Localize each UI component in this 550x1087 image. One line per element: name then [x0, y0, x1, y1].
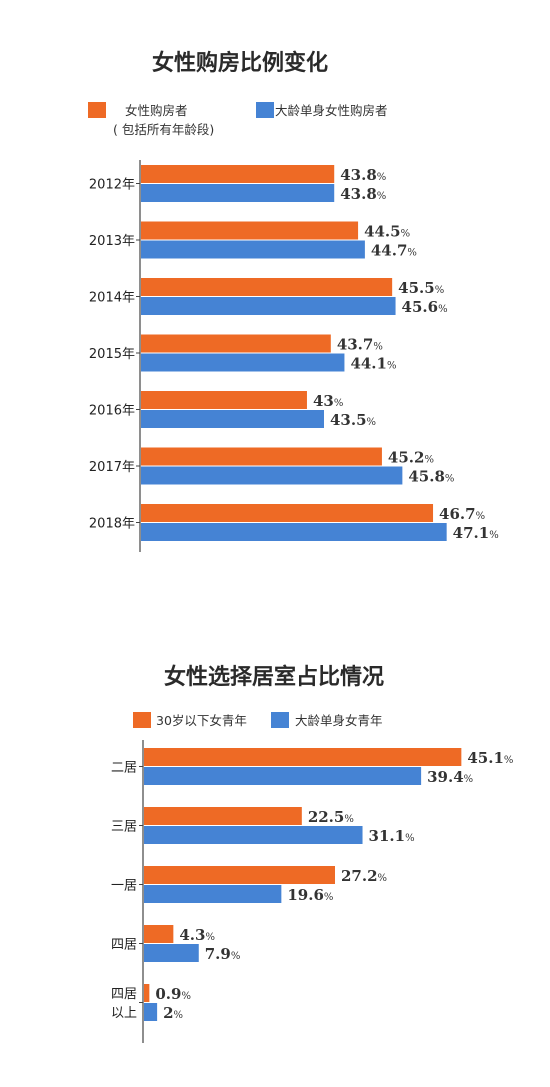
legend-label: ( 包括所有年龄段): [113, 122, 214, 137]
bar: [141, 391, 307, 409]
legend-label: 女性购房者: [125, 103, 188, 118]
data-label: 43.7%: [337, 336, 383, 354]
bar: [144, 826, 363, 844]
category-label: 2015年: [89, 347, 135, 362]
bar: [141, 184, 335, 202]
bar: [144, 748, 462, 766]
data-label: 43.8%: [340, 166, 386, 184]
data-label: 45.5%: [398, 279, 444, 297]
bar: [141, 278, 393, 296]
category-label: 2013年: [89, 234, 135, 249]
legend-swatch: [133, 712, 151, 728]
data-label: 46.7%: [439, 505, 485, 523]
category-label: 以上: [111, 1006, 137, 1021]
chart-title: 女性购房比例变化: [152, 50, 328, 76]
category-label: 2012年: [89, 178, 135, 193]
bar: [141, 410, 324, 428]
category-label: 2016年: [89, 404, 135, 419]
bar: [141, 165, 335, 183]
data-label: 27.2%: [341, 867, 387, 885]
data-label: 45.1%: [467, 749, 513, 767]
data-label: 44.7%: [371, 242, 417, 260]
data-label: 4.3%: [179, 926, 215, 944]
data-label: 44.5%: [364, 223, 410, 241]
category-label: 四居: [111, 987, 137, 1002]
bar: [141, 353, 345, 372]
data-label: 2%: [163, 1004, 183, 1022]
bar: [144, 1003, 158, 1021]
data-label: 44.1%: [350, 355, 396, 373]
bar: [141, 447, 382, 466]
category-label: 2014年: [89, 291, 135, 306]
data-label: 39.4%: [427, 768, 473, 786]
data-label: 19.6%: [287, 886, 333, 904]
bar: [141, 466, 403, 485]
category-label: 三居: [111, 820, 137, 835]
bar: [141, 297, 396, 315]
bar: [144, 984, 150, 1002]
bar: [144, 807, 302, 825]
legend-swatch: [256, 102, 274, 118]
category-label: 2017年: [89, 460, 135, 475]
category-label: 二居: [111, 761, 137, 776]
data-label: 47.1%: [453, 524, 499, 542]
legend-swatch: [271, 712, 289, 728]
bar: [141, 240, 365, 259]
bar: [141, 221, 359, 240]
legend-swatch: [88, 102, 106, 118]
bar: [144, 925, 174, 943]
data-label: 22.5%: [308, 808, 354, 826]
category-label: 一居: [111, 879, 137, 894]
bar: [144, 885, 282, 903]
data-label: 0.9%: [155, 985, 191, 1003]
data-label: 45.6%: [402, 298, 448, 316]
category-label: 四居: [111, 938, 137, 953]
legend-label: 30岁以下女青年: [156, 713, 247, 728]
chart-title: 女性选择居室占比情况: [164, 664, 384, 690]
bar: [141, 334, 331, 353]
bar: [144, 944, 199, 962]
bar: [144, 767, 422, 785]
data-label: 43.8%: [340, 185, 386, 203]
data-label: 31.1%: [369, 827, 415, 845]
data-label: 7.9%: [205, 945, 241, 963]
data-label: 45.2%: [388, 449, 434, 467]
data-label: 43.5%: [330, 411, 376, 429]
legend-label: 大龄单身女青年: [295, 713, 383, 728]
category-label: 2018年: [89, 517, 135, 532]
data-label: 43%: [313, 392, 343, 410]
bar: [141, 504, 434, 522]
bar: [144, 866, 335, 884]
bar: [141, 523, 447, 541]
legend-label: 大龄单身女性购房者: [275, 103, 388, 118]
data-label: 45.8%: [408, 468, 454, 486]
